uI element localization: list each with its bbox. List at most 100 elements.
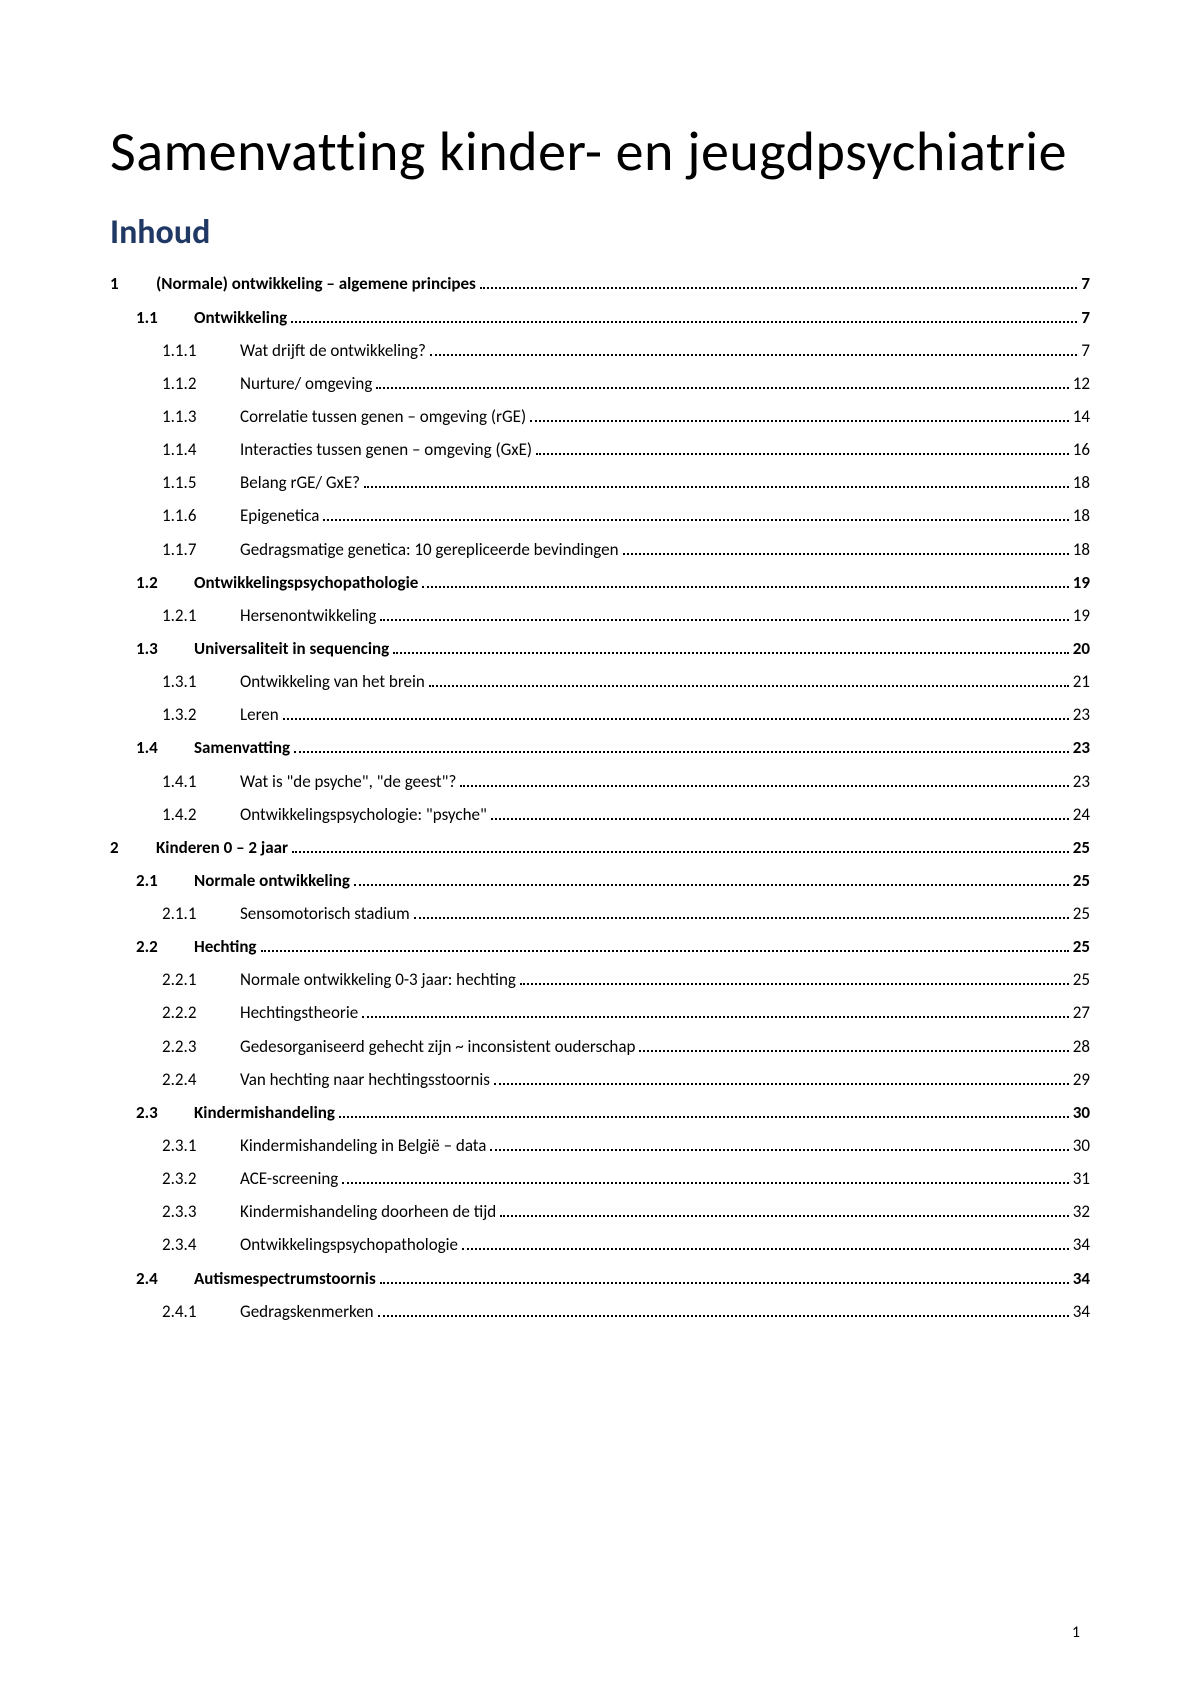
toc-entry-label: Autismespectrumstoornis xyxy=(194,1262,376,1295)
toc-entry-page: 19 xyxy=(1073,599,1090,632)
toc-entry: 2.3.1Kindermishandeling in België – data… xyxy=(110,1129,1090,1162)
toc-entry-label: Leren xyxy=(240,698,279,731)
toc-entry: 2.4.1Gedragskenmerken34 xyxy=(110,1295,1090,1328)
toc-list: 1(Normale) ontwikkeling – algemene princ… xyxy=(110,267,1090,1328)
toc-entry-page: 28 xyxy=(1073,1030,1090,1063)
toc-entry: 1.4.1Wat is "de psyche", "de geest"?23 xyxy=(110,765,1090,798)
toc-entry-label: Ontwikkelingspsychopathologie xyxy=(240,1228,458,1261)
toc-entry-label: Hechting xyxy=(194,930,257,963)
toc-entry: 2.3.2ACE-screening 31 xyxy=(110,1162,1090,1195)
toc-leader-dots xyxy=(294,738,1069,753)
toc-entry: 2.3Kindermishandeling30 xyxy=(110,1096,1090,1129)
toc-entry-label: Ontwikkeling xyxy=(194,301,287,334)
toc-entry-label: Wat is "de psyche", "de geest"? xyxy=(240,765,456,798)
toc-entry: 2.2.2Hechtingstheorie27 xyxy=(110,996,1090,1029)
toc-leader-dots xyxy=(462,1235,1069,1250)
toc-entry-number: 1.1.1 xyxy=(162,334,240,367)
toc-entry-page: 25 xyxy=(1073,831,1090,864)
toc-entry: 1.1.6Epigenetica18 xyxy=(110,499,1090,532)
toc-leader-dots xyxy=(623,539,1069,554)
toc-entry: 2.4Autismespectrumstoornis 34 xyxy=(110,1262,1090,1295)
toc-entry: 1.1.1Wat drijft de ontwikkeling?7 xyxy=(110,334,1090,367)
toc-leader-dots xyxy=(364,473,1069,488)
toc-entry-number: 2.3.2 xyxy=(162,1162,240,1195)
toc-entry-number: 2.2 xyxy=(136,930,194,963)
toc-entry-page: 23 xyxy=(1073,731,1090,764)
toc-entry: 1.3.2Leren23 xyxy=(110,698,1090,731)
toc-entry-number: 2.4 xyxy=(136,1262,194,1295)
toc-leader-dots xyxy=(292,837,1069,852)
toc-entry-number: 2.1.1 xyxy=(162,897,240,930)
toc-entry-label: Interacties tussen genen – omgeving (GxE… xyxy=(240,433,532,466)
toc-entry: 1.1.7Gedragsmatige genetica: 10 gereplic… xyxy=(110,533,1090,566)
toc-heading: Inhoud xyxy=(110,212,1090,253)
toc-entry-number: 1.1.4 xyxy=(162,433,240,466)
toc-entry-label: Sensomotorisch stadium xyxy=(240,897,410,930)
toc-entry-label: Hechtingstheorie xyxy=(240,996,358,1029)
toc-entry-number: 1.1.3 xyxy=(162,400,240,433)
toc-entry-page: 18 xyxy=(1073,533,1090,566)
toc-entry-number: 2.2.4 xyxy=(162,1063,240,1096)
toc-entry: 1.2Ontwikkelingspsychopathologie 19 xyxy=(110,566,1090,599)
toc-leader-dots xyxy=(378,1301,1069,1316)
toc-entry: 2.3.4Ontwikkelingspsychopathologie34 xyxy=(110,1228,1090,1261)
toc-entry-number: 1.4.2 xyxy=(162,798,240,831)
toc-entry-label: Gedragskenmerken xyxy=(240,1295,374,1328)
toc-leader-dots xyxy=(520,970,1069,985)
toc-leader-dots xyxy=(491,804,1069,819)
toc-leader-dots xyxy=(393,639,1069,654)
toc-entry: 2Kinderen 0 – 2 jaar25 xyxy=(110,831,1090,864)
toc-entry-page: 31 xyxy=(1073,1162,1090,1195)
toc-entry-page: 25 xyxy=(1073,864,1090,897)
toc-entry-label: Ontwikkelingspsychopathologie xyxy=(194,566,418,599)
toc-entry-label: Gedragsmatige genetica: 10 gerepliceerde… xyxy=(240,533,619,566)
toc-leader-dots xyxy=(429,672,1069,687)
toc-entry: 1(Normale) ontwikkeling – algemene princ… xyxy=(110,267,1090,300)
toc-entry-number: 1.1 xyxy=(136,301,194,334)
toc-entry: 1.1.2Nurture/ omgeving12 xyxy=(110,367,1090,400)
toc-leader-dots xyxy=(376,374,1068,389)
toc-entry-page: 25 xyxy=(1073,930,1090,963)
toc-entry-page: 16 xyxy=(1073,433,1090,466)
toc-entry-number: 2.2.2 xyxy=(162,996,240,1029)
toc-entry-number: 1.1.6 xyxy=(162,499,240,532)
toc-entry-label: Kindermishandeling doorheen de tijd xyxy=(240,1195,496,1228)
toc-leader-dots xyxy=(536,440,1069,455)
toc-entry-label: (Normale) ontwikkeling – algemene princi… xyxy=(156,267,476,300)
toc-entry-label: Van hechting naar hechtingsstoornis xyxy=(240,1063,490,1096)
toc-entry: 2.3.3Kindermishandeling doorheen de tijd… xyxy=(110,1195,1090,1228)
toc-entry-page: 34 xyxy=(1073,1295,1090,1328)
toc-leader-dots xyxy=(380,1268,1069,1283)
toc-entry-page: 34 xyxy=(1073,1228,1090,1261)
toc-entry-page: 19 xyxy=(1073,566,1090,599)
toc-entry-label: Kindermishandeling in België – data xyxy=(240,1129,486,1162)
toc-leader-dots xyxy=(530,407,1069,422)
toc-leader-dots xyxy=(342,1169,1068,1184)
toc-entry-label: Kinderen 0 – 2 jaar xyxy=(156,831,288,864)
toc-entry: 1.1.4Interacties tussen genen – omgeving… xyxy=(110,433,1090,466)
toc-entry-page: 20 xyxy=(1073,632,1090,665)
toc-entry: 1.1Ontwikkeling 7 xyxy=(110,301,1090,334)
toc-entry-page: 7 xyxy=(1081,301,1090,334)
toc-entry-label: ACE-screening xyxy=(240,1162,338,1195)
toc-entry-number: 1.2 xyxy=(136,566,194,599)
toc-leader-dots xyxy=(291,307,1077,322)
toc-entry-page: 29 xyxy=(1073,1063,1090,1096)
toc-entry-number: 1.4.1 xyxy=(162,765,240,798)
document-title: Samenvatting kinder- en jeugdpsychiatrie xyxy=(110,120,1090,184)
toc-entry: 1.2.1Hersenontwikkeling19 xyxy=(110,599,1090,632)
toc-entry-page: 34 xyxy=(1073,1262,1090,1295)
toc-leader-dots xyxy=(414,904,1069,919)
toc-entry-label: Belang rGE/ GxE? xyxy=(240,466,360,499)
toc-entry-number: 2.3.3 xyxy=(162,1195,240,1228)
toc-entry-label: Normale ontwikkeling xyxy=(194,864,350,897)
toc-entry-number: 2.2.3 xyxy=(162,1030,240,1063)
toc-entry: 2.1.1Sensomotorisch stadium25 xyxy=(110,897,1090,930)
toc-entry: 2.2Hechting 25 xyxy=(110,930,1090,963)
toc-leader-dots xyxy=(339,1103,1069,1118)
toc-entry-page: 30 xyxy=(1073,1129,1090,1162)
toc-entry-number: 2.3 xyxy=(136,1096,194,1129)
toc-entry-number: 1.3.1 xyxy=(162,665,240,698)
toc-entry-label: Kindermishandeling xyxy=(194,1096,335,1129)
toc-leader-dots xyxy=(430,340,1077,355)
